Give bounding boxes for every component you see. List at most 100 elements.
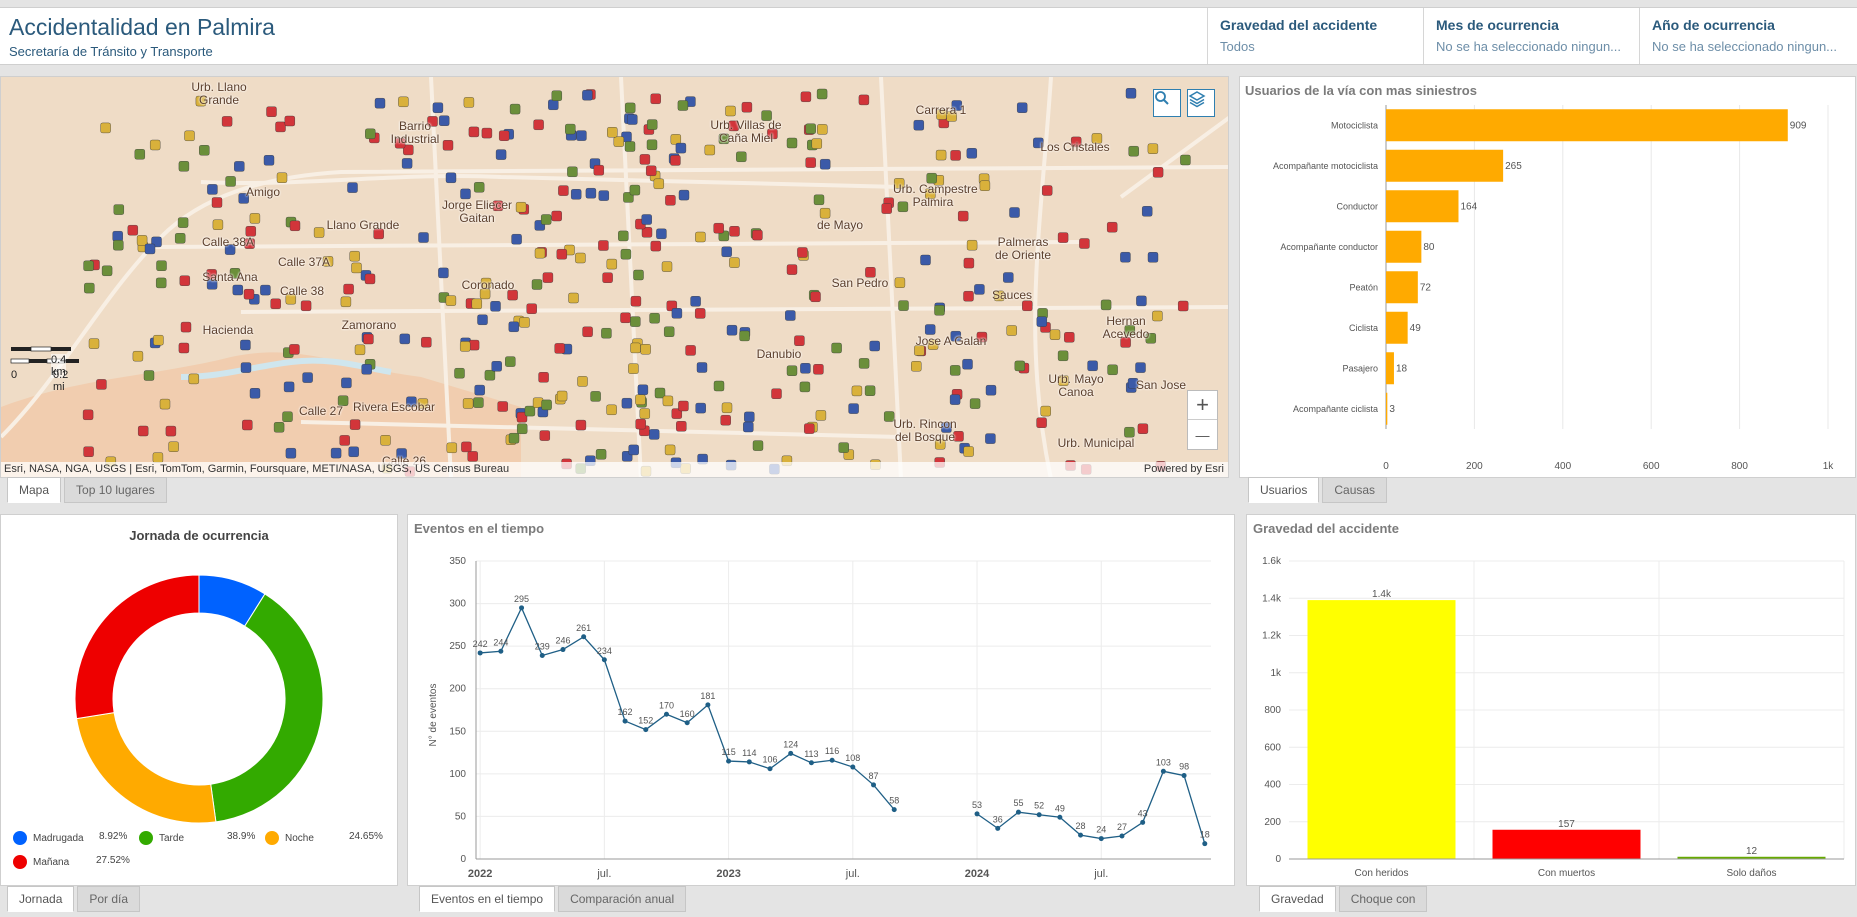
accident-marker bbox=[695, 308, 706, 319]
accident-marker bbox=[467, 451, 478, 462]
accident-marker bbox=[517, 423, 528, 434]
accident-marker bbox=[354, 344, 366, 355]
x-tick-label: jul. bbox=[596, 868, 611, 880]
accident-map[interactable]: Urb. Llano Grande Barrio Industrial Urb. V… bbox=[0, 76, 1229, 478]
data-point bbox=[1057, 814, 1063, 820]
map-place-label: Haciendа bbox=[202, 323, 254, 337]
accident-marker bbox=[468, 339, 480, 351]
accident-marker bbox=[671, 308, 683, 319]
zoom-out-button[interactable]: — bbox=[1195, 426, 1210, 443]
gravedad-title: Gravedad del accidente bbox=[1253, 521, 1399, 536]
map-search-button[interactable] bbox=[1153, 89, 1181, 117]
accident-marker bbox=[330, 447, 342, 459]
accident-marker bbox=[831, 342, 842, 354]
accident-marker bbox=[571, 189, 582, 200]
powered-by-esri[interactable]: Powered by Esri bbox=[1143, 463, 1224, 475]
filter-anio[interactable]: Año de ocurrencia No se ha seleccionado … bbox=[1639, 8, 1855, 64]
data-point bbox=[560, 647, 566, 653]
tab-top10[interactable]: Top 10 lugares bbox=[64, 477, 167, 503]
accident-marker bbox=[966, 148, 977, 159]
filter-value: No se ha seleccionado ningun... bbox=[1652, 39, 1838, 54]
scale-bar-graphic bbox=[10, 346, 79, 364]
usuarios-chart: 0 200 400 600 800 1k Motociclista 909 Acompañant… bbox=[1273, 105, 1834, 472]
accident-marker bbox=[720, 415, 731, 426]
map-place-label: Calle 27 bbox=[298, 404, 344, 418]
accident-marker bbox=[238, 193, 249, 204]
tab-comparacion[interactable]: Comparación anual bbox=[558, 886, 687, 912]
accident-marker bbox=[595, 449, 607, 460]
bar bbox=[1386, 190, 1459, 223]
tab-jornada[interactable]: Jornada bbox=[7, 886, 75, 912]
tab-choque-con[interactable]: Choque con bbox=[1338, 886, 1428, 912]
filter-mes[interactable]: Mes de ocurrencia No se ha seleccionado … bbox=[1423, 8, 1639, 64]
zoom-in-button[interactable]: + bbox=[1188, 391, 1217, 420]
accident-marker bbox=[696, 362, 708, 373]
legend-noche[interactable]: Noche bbox=[265, 831, 314, 845]
data-label: 53 bbox=[972, 800, 982, 810]
value-label: 49 bbox=[1410, 323, 1422, 334]
y-tick-label: 50 bbox=[455, 811, 467, 822]
accident-marker bbox=[721, 402, 733, 413]
data-point bbox=[581, 634, 587, 640]
tab-gravedad[interactable]: Gravedad bbox=[1259, 886, 1336, 912]
tab-mapa[interactable]: Mapa bbox=[7, 477, 62, 503]
accident-marker bbox=[179, 275, 191, 286]
filter-gravedad[interactable]: Gravedad del accidente Todos bbox=[1207, 8, 1423, 64]
accident-marker bbox=[646, 165, 657, 177]
accident-marker bbox=[817, 124, 828, 135]
map-place-label: Los Cristales bbox=[1040, 140, 1110, 154]
tab-usuarios[interactable]: Usuarios bbox=[1248, 477, 1320, 503]
map-place-label: San Pedro bbox=[831, 276, 889, 290]
accident-marker bbox=[199, 145, 210, 156]
legend-tarde[interactable]: Tarde bbox=[139, 831, 184, 845]
accident-marker bbox=[460, 188, 471, 200]
accident-marker bbox=[1036, 316, 1048, 327]
y-tick-label: 1.4k bbox=[1262, 593, 1282, 604]
category-label: Ciclista bbox=[1349, 323, 1378, 333]
accident-marker bbox=[649, 312, 660, 324]
data-label: 160 bbox=[680, 709, 695, 719]
map-place-label: Rivera Escobar bbox=[353, 400, 436, 414]
accident-marker bbox=[1041, 185, 1053, 196]
data-label: 295 bbox=[514, 594, 529, 604]
accident-marker bbox=[445, 295, 457, 306]
accident-marker bbox=[606, 404, 617, 415]
accident-marker bbox=[1014, 360, 1025, 372]
value-label: 164 bbox=[1460, 201, 1477, 212]
accident-marker bbox=[421, 337, 432, 348]
eventos-title: Eventos en el tiempo bbox=[414, 521, 545, 536]
accident-marker bbox=[630, 295, 642, 307]
bar bbox=[1677, 856, 1826, 859]
accident-marker bbox=[661, 261, 673, 272]
tab-eventos[interactable]: Eventos en el tiempo bbox=[419, 886, 556, 912]
legend-madrugada[interactable]: Madrugada bbox=[13, 831, 84, 845]
accident-marker bbox=[159, 398, 171, 410]
data-point bbox=[829, 757, 835, 763]
accident-marker bbox=[531, 279, 543, 290]
tab-por-dia[interactable]: Por día bbox=[77, 886, 141, 912]
legend-manana[interactable]: Mañana bbox=[13, 855, 69, 869]
accident-marker bbox=[479, 288, 491, 300]
x-tick-label: 2023 bbox=[716, 868, 740, 880]
data-point bbox=[622, 718, 628, 724]
accident-marker bbox=[155, 277, 167, 289]
accident-marker bbox=[490, 301, 501, 312]
accident-marker bbox=[816, 88, 828, 100]
accident-marker bbox=[1022, 300, 1033, 312]
map-basemap[interactable] bbox=[1, 77, 1229, 478]
accident-marker bbox=[363, 333, 374, 345]
data-label: 242 bbox=[473, 639, 488, 649]
data-label: 36 bbox=[993, 814, 1003, 824]
accident-marker bbox=[398, 96, 409, 107]
accident-marker bbox=[575, 419, 587, 431]
accident-marker bbox=[340, 296, 352, 308]
accident-marker bbox=[654, 387, 666, 399]
tab-causas[interactable]: Causas bbox=[1322, 477, 1388, 503]
accident-marker bbox=[618, 230, 629, 242]
value-label: 265 bbox=[1505, 161, 1522, 172]
map-layers-button[interactable] bbox=[1187, 89, 1215, 117]
data-label: 18 bbox=[1200, 830, 1210, 840]
accident-marker bbox=[556, 390, 568, 402]
accident-marker bbox=[542, 272, 554, 283]
y-tick-label: 200 bbox=[449, 684, 466, 695]
